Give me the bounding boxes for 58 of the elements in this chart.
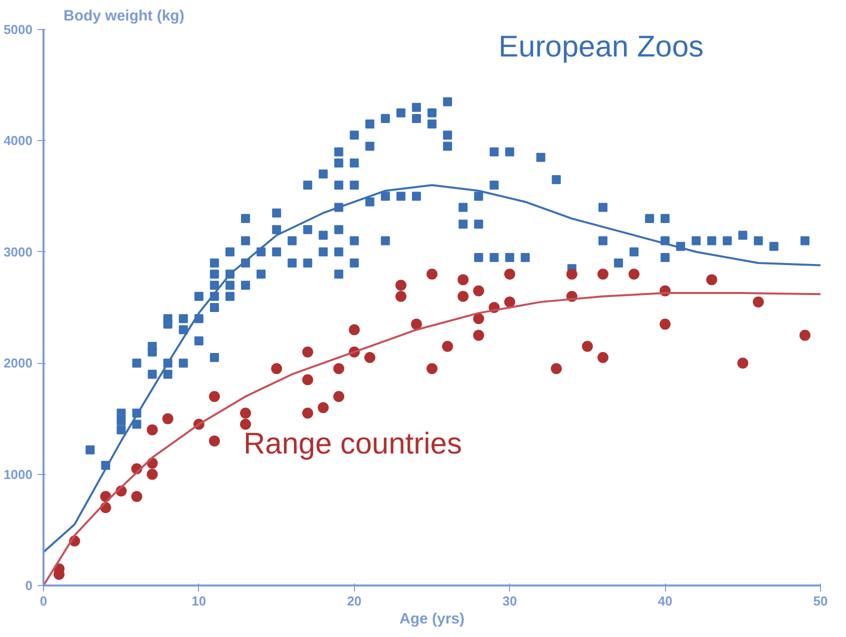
y-tick-label: 3000	[4, 244, 32, 260]
y-tick-label: 2000	[4, 356, 32, 371]
point	[146, 424, 158, 436]
point	[799, 330, 810, 341]
point	[426, 363, 438, 374]
point	[162, 413, 174, 424]
point	[395, 280, 406, 291]
x-tick-label: 0	[40, 594, 48, 608]
x-tick-label: 20	[347, 594, 362, 608]
point	[458, 290, 469, 302]
point	[333, 390, 344, 402]
x-tick-label: 10	[192, 594, 206, 608]
point	[410, 318, 422, 330]
point	[240, 408, 252, 419]
x-tick-label: 50	[813, 594, 828, 608]
x-tick-label: 40	[658, 594, 672, 608]
y-tick-label: 4000	[4, 133, 32, 148]
point	[473, 330, 484, 341]
point	[597, 268, 608, 280]
point	[348, 324, 360, 336]
point	[302, 374, 314, 386]
point	[660, 318, 671, 330]
point	[458, 274, 469, 286]
point	[628, 268, 640, 280]
point	[752, 296, 764, 308]
point	[364, 352, 376, 364]
y-tick-label: 1000	[4, 466, 32, 482]
x-tick-label: 30	[502, 594, 517, 608]
y-tick-label: 5000	[4, 22, 32, 37]
point	[302, 408, 314, 419]
point	[271, 363, 282, 374]
point	[504, 296, 516, 308]
y-axis-title: Body weight (kg)	[64, 8, 184, 24]
point	[395, 290, 406, 302]
point	[442, 340, 454, 352]
y-tick-label: 0	[25, 578, 33, 593]
point	[318, 402, 329, 414]
point	[473, 313, 484, 324]
point	[208, 435, 220, 446]
point	[706, 274, 718, 286]
point	[426, 268, 438, 280]
point	[302, 346, 314, 358]
point	[597, 352, 608, 364]
point	[566, 268, 578, 280]
point	[208, 390, 220, 402]
point	[333, 363, 344, 374]
series-label: Range countries	[244, 428, 462, 460]
point	[131, 491, 142, 502]
x-axis-title: Age (yrs)	[399, 610, 465, 628]
line-series	[44, 184, 820, 554]
series-label: European Zoos	[498, 30, 704, 64]
point	[473, 285, 484, 296]
point	[504, 268, 516, 280]
point	[550, 363, 562, 374]
point	[582, 340, 593, 352]
point	[240, 418, 252, 430]
point	[146, 468, 158, 480]
point	[737, 358, 748, 369]
